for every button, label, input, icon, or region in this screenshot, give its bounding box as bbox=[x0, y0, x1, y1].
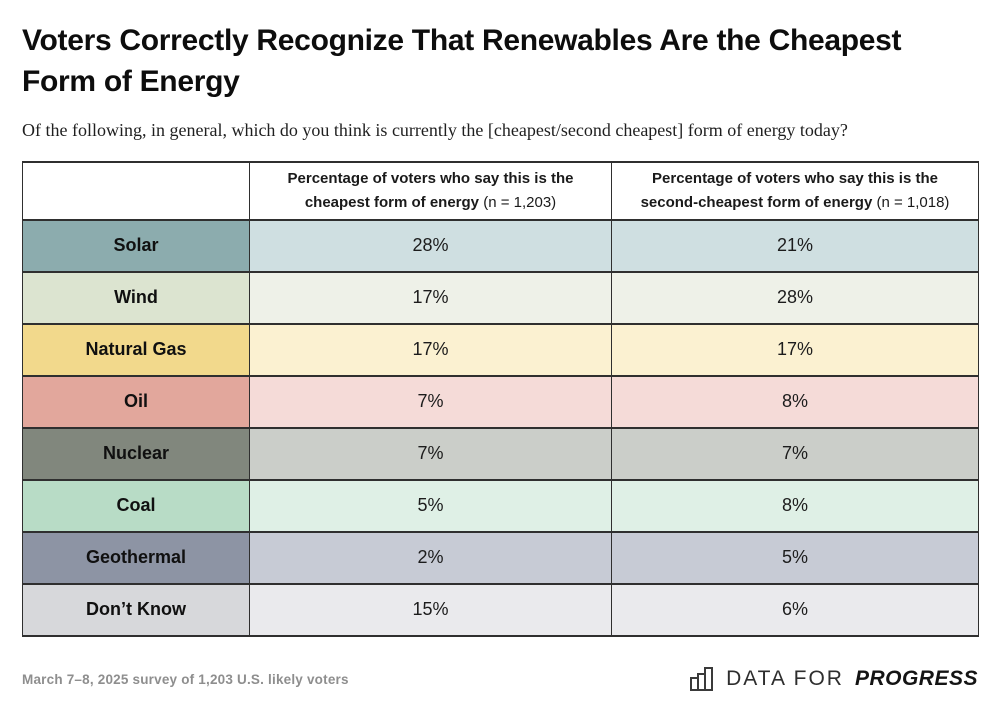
second-cheapest-value: 5% bbox=[611, 530, 979, 585]
second-cheapest-value: 17% bbox=[611, 322, 979, 377]
table-row-oil: Oil 7% 8% bbox=[22, 374, 979, 429]
cheapest-value: 17% bbox=[249, 270, 612, 325]
row-label: Coal bbox=[22, 478, 250, 533]
header-text: Percentage of voters who say this is the… bbox=[640, 169, 938, 211]
second-cheapest-value: 28% bbox=[611, 270, 979, 325]
logo-text-progress: PROGRESS bbox=[854, 667, 978, 690]
data-for-progress-logo: DATA FOR PROGRESS bbox=[689, 666, 978, 692]
sample-size: (n = 1,203) bbox=[479, 193, 557, 211]
logo-text-data-for: DATA FOR bbox=[726, 667, 844, 690]
survey-question: Of the following, in general, which do y… bbox=[22, 119, 848, 140]
infographic: Voters Correctly Recognize That Renewabl… bbox=[22, 24, 979, 691]
row-label: Solar bbox=[22, 218, 250, 273]
cheapest-value: 5% bbox=[249, 478, 612, 533]
corner-cell bbox=[22, 160, 250, 221]
survey-note: March 7–8, 2025 survey of 1,203 U.S. lik… bbox=[22, 671, 349, 687]
second-cheapest-value: 8% bbox=[611, 478, 979, 533]
bar-chart-icon bbox=[689, 666, 717, 692]
row-label: Natural Gas bbox=[22, 322, 250, 377]
second-cheapest-value: 8% bbox=[611, 374, 979, 429]
row-label: Nuclear bbox=[22, 426, 250, 481]
cheapest-value: 7% bbox=[249, 426, 612, 481]
cheapest-value: 28% bbox=[249, 218, 612, 273]
header-row: Percentage of voters who say this is the… bbox=[22, 160, 979, 221]
cheapest-value: 17% bbox=[249, 322, 612, 377]
table-row-coal: Coal 5% 8% bbox=[22, 478, 979, 533]
table-row-dont-know: Don’t Know 15% 6% bbox=[22, 582, 979, 637]
header-text: Percentage of voters who say this is the… bbox=[287, 169, 574, 211]
page-title: Voters Correctly Recognize That Renewabl… bbox=[22, 24, 902, 99]
cheapest-value: 15% bbox=[249, 582, 612, 637]
row-label: Oil bbox=[22, 374, 250, 429]
table-row-solar: Solar 28% 21% bbox=[22, 218, 979, 273]
row-label: Wind bbox=[22, 270, 250, 325]
sample-size: (n = 1,018) bbox=[872, 193, 950, 211]
table-row-geothermal: Geothermal 2% 5% bbox=[22, 530, 979, 585]
table-row-natural-gas: Natural Gas 17% 17% bbox=[22, 322, 979, 377]
second-cheapest-value: 7% bbox=[611, 426, 979, 481]
column-header-second-cheapest: Percentage of voters who say this is the… bbox=[611, 160, 979, 221]
table-row-wind: Wind 17% 28% bbox=[22, 270, 979, 325]
table-row-nuclear: Nuclear 7% 7% bbox=[22, 426, 979, 481]
cheapest-value: 7% bbox=[249, 374, 612, 429]
row-label: Don’t Know bbox=[22, 582, 250, 637]
energy-perception-table: Percentage of voters who say this is the… bbox=[22, 160, 979, 637]
second-cheapest-value: 21% bbox=[611, 218, 979, 273]
column-header-cheapest: Percentage of voters who say this is the… bbox=[249, 160, 612, 221]
footer: March 7–8, 2025 survey of 1,203 U.S. lik… bbox=[22, 666, 978, 692]
row-label: Geothermal bbox=[22, 530, 250, 585]
cheapest-value: 2% bbox=[249, 530, 612, 585]
second-cheapest-value: 6% bbox=[611, 582, 979, 637]
